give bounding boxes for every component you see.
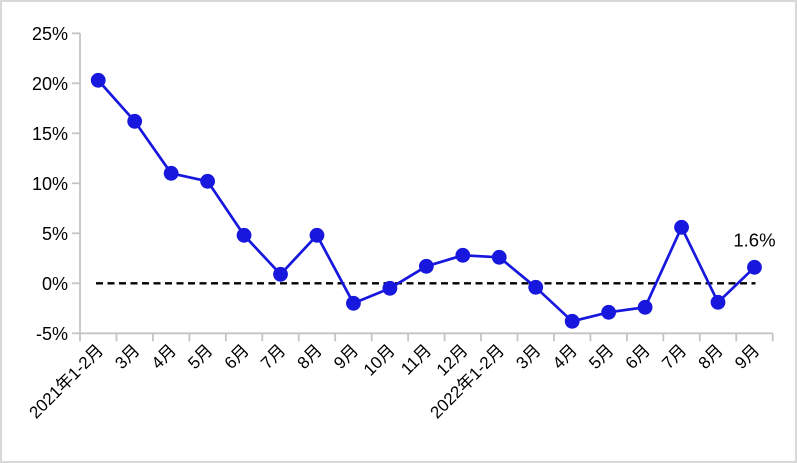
x-tick-label: 7月 bbox=[658, 341, 690, 373]
x-tick-label: 9月 bbox=[330, 341, 362, 373]
x-tick-label: 7月 bbox=[257, 341, 289, 373]
data-point bbox=[90, 72, 106, 88]
data-label-annotation: 1.6% bbox=[733, 229, 775, 250]
data-point bbox=[747, 259, 762, 275]
y-tick-label: 15% bbox=[32, 124, 68, 144]
x-tick-label: 3月 bbox=[111, 341, 143, 373]
x-tick-label: 8月 bbox=[294, 341, 326, 373]
data-point bbox=[309, 227, 325, 243]
x-tick-label: 3月 bbox=[512, 341, 544, 373]
x-tick-label: 9月 bbox=[731, 341, 763, 373]
data-point bbox=[455, 247, 471, 263]
data-point bbox=[273, 266, 288, 282]
y-tick-label: 20% bbox=[32, 74, 68, 94]
data-point bbox=[601, 304, 617, 320]
data-point bbox=[528, 279, 544, 295]
data-point bbox=[200, 173, 216, 189]
data-point bbox=[418, 258, 434, 274]
x-tick-label: 4月 bbox=[549, 341, 581, 373]
data-point bbox=[163, 165, 179, 181]
x-tick-label: 6月 bbox=[622, 341, 654, 373]
y-tick-label: -5% bbox=[36, 324, 68, 344]
data-point bbox=[236, 227, 252, 243]
y-tick-label: 10% bbox=[32, 174, 68, 194]
data-point bbox=[564, 313, 580, 329]
data-line bbox=[96, 78, 756, 323]
x-tick-label: 5月 bbox=[585, 341, 617, 373]
x-tick-label: 2021年1-2月 bbox=[25, 341, 107, 423]
data-point bbox=[491, 249, 507, 265]
data-point bbox=[382, 280, 398, 296]
data-point bbox=[127, 113, 143, 129]
data-point bbox=[346, 295, 361, 311]
x-tick-label: 4月 bbox=[148, 341, 180, 373]
x-tick-label: 6月 bbox=[221, 341, 253, 373]
x-tick-label: 11月 bbox=[397, 341, 435, 379]
x-tick-label: 10月 bbox=[360, 341, 399, 380]
y-tick-label: 5% bbox=[42, 224, 68, 244]
data-point bbox=[637, 299, 653, 315]
data-point bbox=[674, 219, 689, 235]
y-tick-label: 0% bbox=[42, 274, 68, 294]
x-tick-label: 5月 bbox=[184, 341, 216, 373]
data-point bbox=[710, 294, 726, 310]
x-tick-label: 8月 bbox=[695, 341, 727, 373]
y-tick-label: 25% bbox=[32, 24, 68, 44]
